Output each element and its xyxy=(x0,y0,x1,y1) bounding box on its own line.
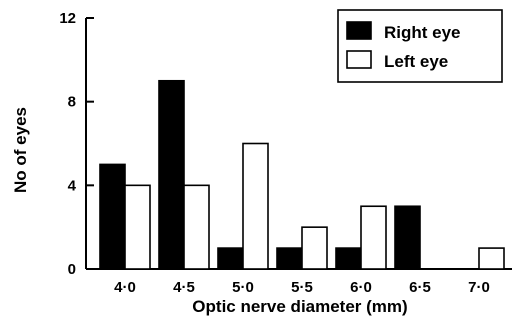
bar-left-eye xyxy=(242,142,269,270)
y-tick-label: 0 xyxy=(68,261,76,278)
bar-right-eye xyxy=(276,247,303,270)
x-tick-label: 5·0 xyxy=(232,279,254,296)
legend-swatch-right-eye xyxy=(346,21,372,40)
bar-right-eye xyxy=(335,247,362,270)
x-tick-label: 5·5 xyxy=(291,279,313,296)
x-tick-label: 4·5 xyxy=(173,279,195,296)
x-axis-title: Optic nerve diameter (mm) xyxy=(192,297,407,316)
bars xyxy=(99,79,505,270)
bar-left-eye xyxy=(360,205,387,270)
legend-label-right-eye: Right eye xyxy=(384,23,461,42)
legend-swatch-left-eye xyxy=(346,50,372,69)
legend-frame xyxy=(337,9,503,83)
y-tick-label: 4 xyxy=(68,177,77,194)
y-tick-label: 12 xyxy=(59,10,76,27)
x-tick-label: 4·0 xyxy=(114,279,136,296)
bar-right-eye xyxy=(394,205,421,270)
legend-label-left-eye: Left eye xyxy=(384,52,448,71)
x-tick-label: 6·5 xyxy=(409,279,431,296)
x-tick-label: 7·0 xyxy=(468,279,490,296)
bar-left-eye xyxy=(301,226,328,270)
x-tick-label: 6·0 xyxy=(350,279,372,296)
y-tick-label: 8 xyxy=(68,94,76,111)
y-axis-title: No of eyes xyxy=(11,107,30,193)
tick-labels: 0 4 8 12 4·0 4·5 5·0 5·5 6·0 6·5 7·0 xyxy=(59,10,490,296)
bar-right-eye xyxy=(158,79,185,270)
bar-left-eye xyxy=(478,247,505,270)
bar-left-eye xyxy=(183,184,210,270)
bar-right-eye xyxy=(99,163,126,270)
bar-right-eye xyxy=(217,247,244,270)
bar-left-eye xyxy=(124,184,151,270)
legend: Right eye Left eye xyxy=(337,9,503,83)
